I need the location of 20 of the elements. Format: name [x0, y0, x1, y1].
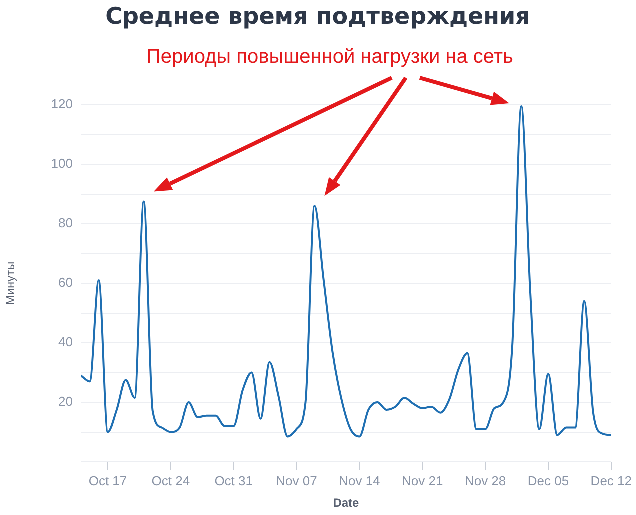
y-tick-label: 40	[58, 334, 73, 350]
x-tick-label: Nov 21	[402, 473, 444, 488]
y-axis-title: Минуты	[4, 262, 18, 306]
x-axis-title: Date	[333, 496, 360, 510]
y-tick-label: 80	[58, 216, 73, 231]
y-tick-label: 100	[51, 156, 73, 172]
y-tick-label: 60	[58, 275, 73, 290]
chart-title: Среднее время подтверждения	[104, 4, 532, 30]
x-tick-label: Oct 31	[214, 473, 253, 488]
line-series	[81, 105, 612, 438]
x-tick-label: Nov 14	[339, 473, 380, 488]
x-tick-label: Nov 28	[464, 473, 506, 488]
x-tick-label: Oct 17	[88, 473, 128, 488]
x-tick-label: Nov 07	[276, 473, 318, 488]
x-tick-label: Dec 12	[590, 473, 632, 488]
y-tick-label: 120	[51, 96, 73, 112]
x-tick-label: Dec 05	[528, 473, 570, 488]
text: Периоды повышенной нагрузки на сеть	[146, 46, 514, 69]
y-tick-label: 20	[58, 394, 73, 410]
x-tick-label: Oct 24	[152, 473, 190, 488]
